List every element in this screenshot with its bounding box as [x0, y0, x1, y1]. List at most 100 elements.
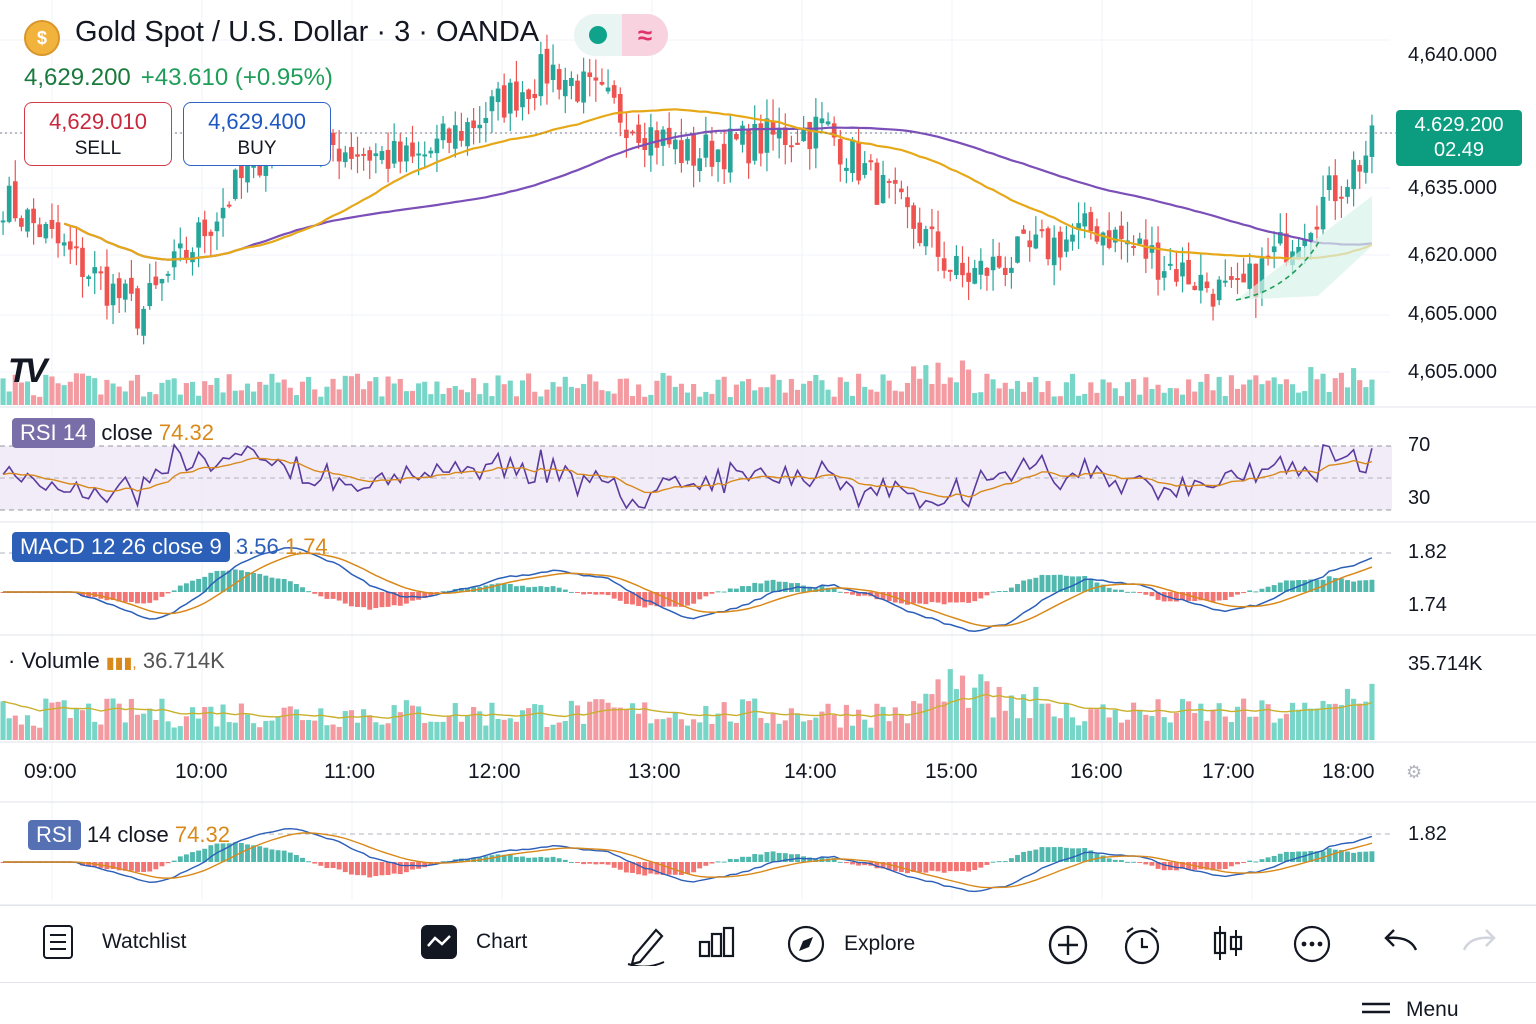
volume-pane-bar	[959, 675, 966, 740]
volume-bar	[464, 392, 471, 405]
alert-button[interactable]	[1121, 924, 1163, 966]
macd-histogram-bar	[1326, 576, 1332, 592]
rsi2-histogram-bar	[1021, 851, 1027, 862]
rsi2-histogram-bar	[86, 862, 92, 867]
symbol-title[interactable]: Gold Spot / U.S. Dollar · 3 · OANDA	[75, 16, 540, 48]
volume-pane-bar	[868, 727, 874, 740]
macd-histogram-bar	[238, 570, 244, 592]
bar-countdown: 02.49	[1433, 139, 1485, 161]
volume-bar	[409, 390, 416, 405]
rsi2-histogram-bar	[202, 848, 208, 862]
rsi2-histogram-bar	[373, 862, 379, 877]
volume-pane-bar	[1234, 706, 1241, 740]
macd-histogram-bar	[617, 592, 623, 601]
macd-histogram-bar	[1118, 589, 1124, 592]
volume-pane-bar	[342, 711, 348, 740]
volume-bar	[1106, 382, 1112, 405]
volume-legend[interactable]: · Volumle ▮▮▮, 36.714K	[8, 648, 225, 673]
bottom-toolbar: Watchlist Chart Explore	[0, 905, 1536, 983]
volume-bar	[1094, 392, 1100, 405]
volume-bar	[1167, 388, 1173, 405]
volume-bar	[55, 383, 61, 405]
candle-body	[1186, 259, 1191, 285]
rsi2-histogram-bar	[843, 862, 849, 864]
volume-bar	[147, 391, 153, 405]
market-status-pill[interactable]: ≈	[574, 14, 668, 56]
candle-body	[960, 262, 965, 276]
more-button[interactable]	[1292, 924, 1332, 964]
volume-pane-bar	[79, 710, 86, 740]
candle-body	[850, 139, 855, 174]
candle-body	[1039, 229, 1045, 232]
buy-button[interactable]: 4,629.400 BUY	[183, 102, 331, 166]
volume-bar	[947, 377, 953, 405]
sell-button[interactable]: 4,629.010 SELL	[24, 102, 172, 166]
volume-bar	[1302, 391, 1308, 405]
chart-button[interactable]: Chart	[420, 924, 527, 960]
rsi2-histogram-bar	[495, 854, 501, 862]
rsi2-signal-line	[3, 832, 1373, 889]
time-axis-label: 12:00	[468, 760, 521, 783]
redo-button[interactable]	[1460, 924, 1500, 958]
candle-body	[947, 269, 953, 272]
volume-bar	[953, 382, 959, 405]
macd-histogram-bar	[306, 591, 312, 593]
volume-pane-bar	[672, 712, 678, 740]
volume-bar	[593, 381, 599, 405]
volume-bar	[1192, 391, 1198, 405]
volume-bar	[959, 360, 966, 405]
volume-pane-bar	[654, 719, 660, 740]
volume-value: 36.714K	[142, 648, 225, 673]
macd-histogram-bar	[251, 572, 257, 592]
candle-body	[1320, 196, 1326, 230]
rsi2-histogram-bar	[905, 862, 910, 874]
macd-histogram-bar	[556, 587, 562, 592]
undo-button[interactable]	[1380, 924, 1420, 958]
last-price: 4,629.200	[24, 64, 131, 91]
volume-bar	[1247, 379, 1253, 405]
volume-bar	[202, 381, 208, 405]
rsi2-legend[interactable]: RSI 14 close 74.32	[28, 820, 230, 850]
volume-pane-bar	[49, 702, 55, 740]
volume-pane-bar	[1027, 718, 1033, 740]
volume-pane-bar	[373, 722, 379, 740]
candle-body	[1241, 273, 1246, 283]
candle-body	[1369, 125, 1375, 157]
volume-pane-bar	[281, 707, 287, 740]
rsi2-histogram-bar	[727, 858, 733, 862]
tradingview-logo[interactable]: TV	[8, 352, 48, 390]
rsi2-histogram-bar	[740, 856, 745, 862]
indicators-button[interactable]	[698, 924, 736, 960]
menu-button[interactable]: Menu	[1360, 998, 1459, 1022]
chart-type-button[interactable]	[1210, 924, 1246, 962]
macd-legend[interactable]: MACD 12 26 close 9 3.56 1.74	[12, 532, 328, 562]
candle-body	[837, 139, 843, 165]
rsi-legend[interactable]: RSI 14 close 74.32	[12, 418, 214, 448]
rsi2-histogram-bar	[428, 862, 434, 866]
macd-histogram-bar	[752, 582, 758, 592]
candle-body	[1155, 242, 1161, 280]
rsi2-histogram-bar	[1259, 859, 1265, 862]
candle-body	[868, 160, 874, 163]
rsi2-histogram-bar	[1302, 851, 1308, 862]
add-button[interactable]	[1047, 924, 1089, 966]
volume-bar	[12, 374, 18, 405]
candle-body	[611, 85, 617, 98]
rsi2-histogram-bar	[1357, 851, 1363, 862]
volume-bar	[807, 380, 813, 405]
rsi2-histogram-bar	[813, 858, 819, 862]
macd-histogram-bar	[1045, 575, 1051, 592]
volume-pane-bar	[544, 726, 550, 740]
volume-bar	[556, 386, 562, 405]
volume-bar	[1143, 377, 1149, 405]
drawing-tool-button[interactable]	[626, 924, 668, 966]
explore-button[interactable]: Explore	[786, 924, 915, 964]
volume-pane-bar	[1186, 701, 1192, 740]
macd-histogram-bar	[1363, 580, 1369, 592]
axis-settings-icon[interactable]: ⚙	[1406, 762, 1423, 782]
watchlist-button[interactable]: Watchlist	[42, 924, 186, 960]
candle-body	[727, 128, 733, 173]
rsi2-histogram-bar	[709, 862, 715, 864]
macd-histogram-bar	[843, 592, 849, 594]
